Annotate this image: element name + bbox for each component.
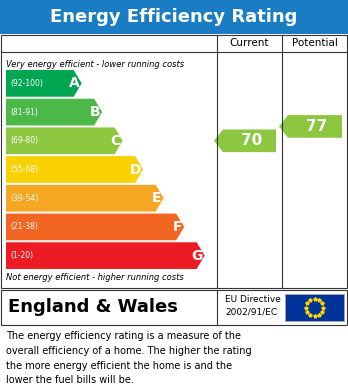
Text: G: G [191,249,203,263]
Text: The energy efficiency rating is a measure of the
overall efficiency of a home. T: The energy efficiency rating is a measur… [6,331,252,386]
Text: C: C [110,134,121,148]
Text: Very energy efficient - lower running costs: Very energy efficient - lower running co… [6,60,184,69]
Text: (92-100): (92-100) [10,79,43,88]
Text: B: B [89,105,100,119]
Text: D: D [130,163,141,176]
Text: Current: Current [230,38,269,48]
Text: A: A [69,76,80,90]
Text: Potential: Potential [292,38,338,48]
Text: (69-80): (69-80) [10,136,38,145]
Text: Not energy efficient - higher running costs: Not energy efficient - higher running co… [6,273,184,282]
Polygon shape [6,185,164,212]
Text: Energy Efficiency Rating: Energy Efficiency Rating [50,8,298,26]
Text: F: F [173,220,182,234]
Text: (21-38): (21-38) [10,222,38,231]
Text: (55-68): (55-68) [10,165,38,174]
Text: (81-91): (81-91) [10,108,38,117]
Polygon shape [6,242,205,269]
Bar [0,0,348,34]
Text: EU Directive
2002/91/EC: EU Directive 2002/91/EC [225,295,281,316]
Text: (39-54): (39-54) [10,194,38,203]
Polygon shape [214,129,276,152]
Polygon shape [6,156,143,183]
Polygon shape [279,115,342,138]
Polygon shape [6,213,184,240]
Bar [1,290,347,325]
Polygon shape [6,99,102,126]
Text: 77: 77 [306,119,327,134]
Bar [285,294,344,321]
Text: (1-20): (1-20) [10,251,33,260]
Bar [1,35,347,288]
Text: 70: 70 [241,133,262,148]
Text: England & Wales: England & Wales [8,298,178,316]
Polygon shape [6,127,122,154]
Text: E: E [152,191,162,205]
Polygon shape [6,70,82,97]
